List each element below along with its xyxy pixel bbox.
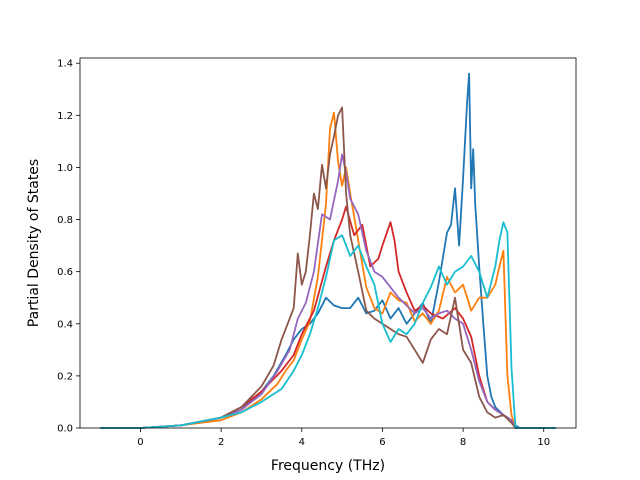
x-tick-label: 2 bbox=[218, 437, 224, 448]
y-tick-label: 0.8 bbox=[57, 215, 73, 226]
y-tick-label: 0.4 bbox=[57, 319, 73, 330]
series-line-4 bbox=[100, 153, 556, 429]
y-tick-label: 0.0 bbox=[57, 424, 73, 435]
x-tick-label: 0 bbox=[137, 437, 143, 448]
y-axis-ticks: 0.0 0.2 0.4 0.6 0.8 1.0 1.2 1.4 bbox=[57, 59, 80, 435]
y-axis-label: Partial Density of States bbox=[26, 159, 42, 327]
x-tick-label: 6 bbox=[379, 437, 385, 448]
series-lines bbox=[100, 72, 556, 429]
y-tick-label: 0.6 bbox=[57, 267, 73, 278]
y-tick-label: 1.4 bbox=[57, 59, 73, 70]
series-line-5 bbox=[100, 106, 556, 429]
series-line-6 bbox=[100, 221, 556, 429]
x-axis-label: Frequency (THz) bbox=[271, 458, 385, 474]
y-tick-label: 1.2 bbox=[57, 111, 73, 122]
y-tick-label: 0.2 bbox=[57, 371, 73, 382]
x-tick-label: 8 bbox=[460, 437, 466, 448]
x-tick-label: 10 bbox=[537, 437, 550, 448]
x-axis-ticks: 0 2 4 6 8 10 bbox=[137, 428, 550, 448]
series-line-2 bbox=[100, 111, 556, 429]
plot-frame bbox=[79, 57, 577, 429]
y-tick-label: 1.0 bbox=[57, 163, 73, 174]
x-tick-label: 4 bbox=[299, 437, 305, 448]
